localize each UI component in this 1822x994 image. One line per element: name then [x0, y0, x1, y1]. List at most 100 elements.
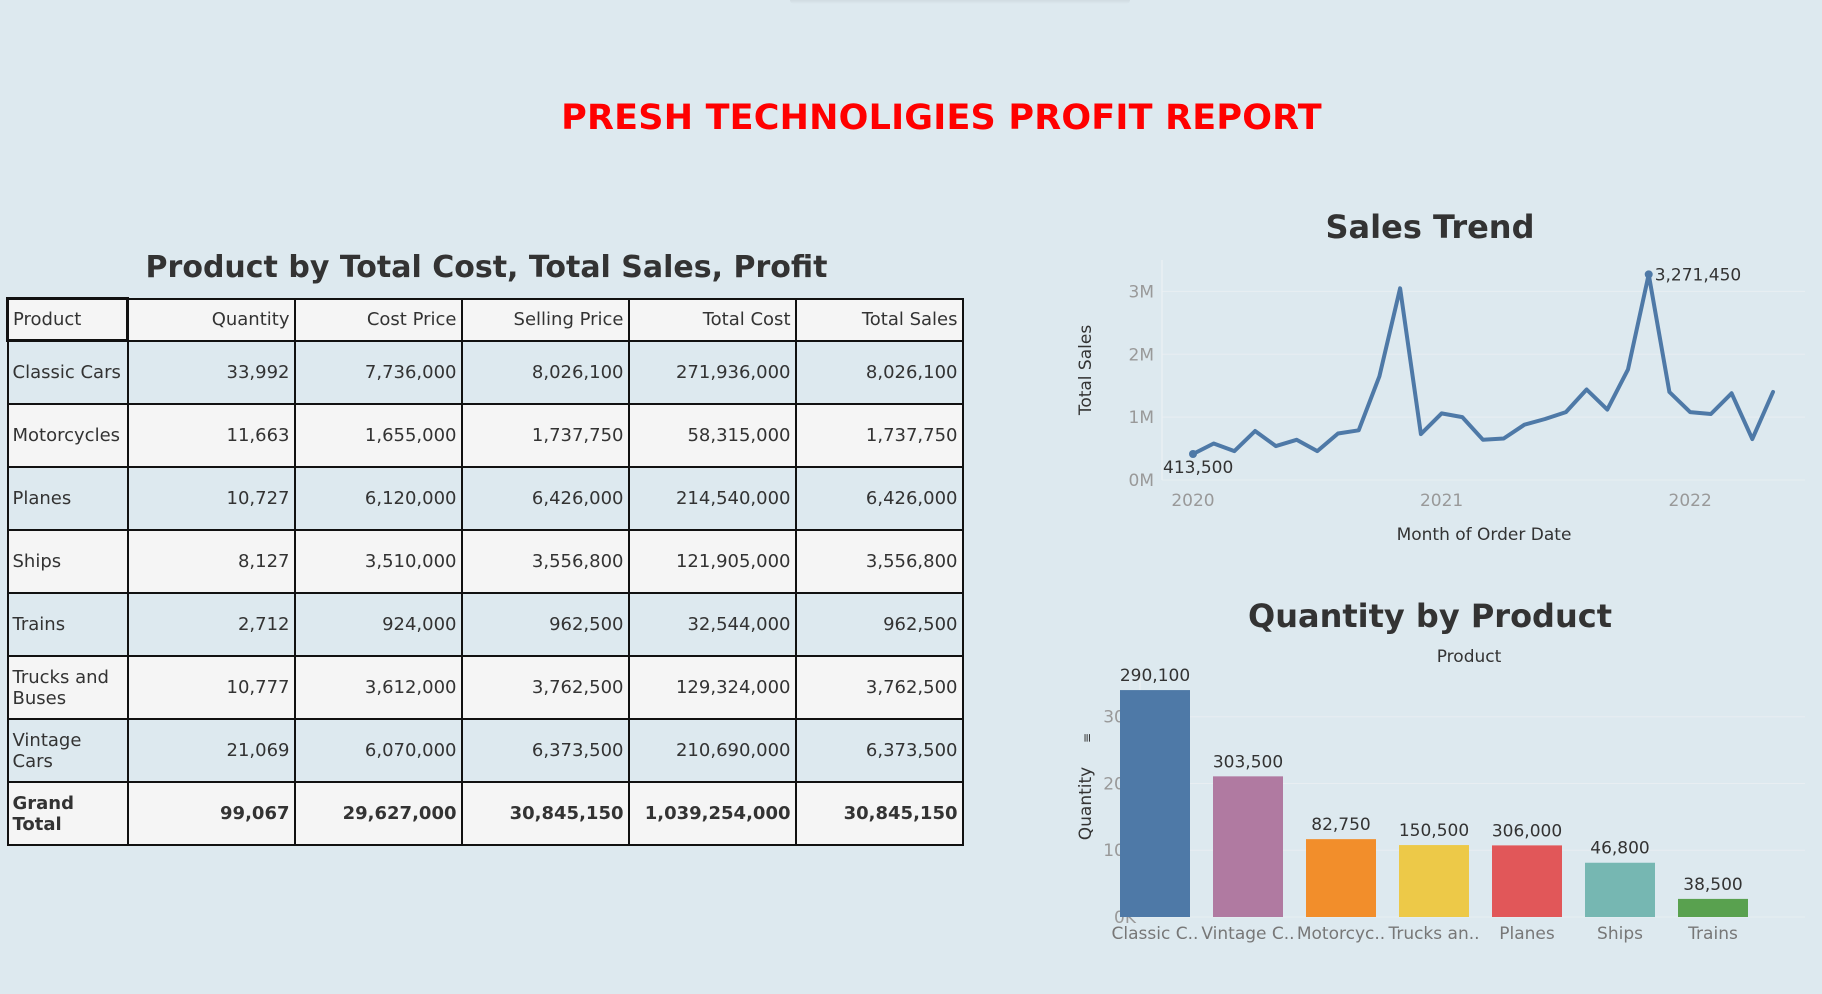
bar-5[interactable] — [1492, 845, 1562, 917]
cell-cost-price: 29,627,000 — [293, 781, 463, 846]
cell-total-cost: 32,544,000 — [627, 592, 797, 657]
table-row[interactable]: Planes 10,727 6,120,000 6,426,000 214,54… — [6, 466, 964, 531]
cell-selling-price: 6,373,500 — [460, 718, 630, 783]
table-header-row: Product Quantity Cost Price Selling Pric… — [6, 297, 964, 342]
top-edge-shadow — [790, 0, 1130, 4]
y-tick-label: 0M — [1129, 471, 1154, 491]
y-tick-label: 1M — [1129, 408, 1154, 428]
quantity-by-product-chart[interactable]: Product0K10K20K30KQuantity≡290,100Classi… — [1060, 640, 1820, 960]
bar-1[interactable] — [1120, 690, 1190, 917]
cell-total-cost: 121,905,000 — [627, 529, 797, 594]
cell-total-cost: 214,540,000 — [627, 466, 797, 531]
col-header-total-cost[interactable]: Total Cost — [627, 297, 797, 342]
sales-trend-line[interactable] — [1191, 272, 1775, 456]
cell-selling-price: 30,845,150 — [460, 781, 630, 846]
x-tick-label: 2020 — [1171, 491, 1214, 511]
cell-total-sales: 6,373,500 — [794, 718, 964, 783]
col-header-quantity[interactable]: Quantity — [126, 297, 296, 342]
data-label: 3,271,450 — [1655, 265, 1742, 285]
x-tick-label: Trains — [1687, 924, 1738, 944]
table-row[interactable]: Trains 2,712 924,000 962,500 32,544,000 … — [6, 592, 964, 657]
cell-quantity: 99,067 — [126, 781, 296, 846]
cell-product: Vintage Cars — [6, 718, 129, 783]
cell-quantity: 33,992 — [126, 339, 296, 405]
cell-product: Motorcycles — [6, 403, 129, 468]
x-tick-label: 2021 — [1420, 491, 1463, 511]
quantity-by-product-title: Quantity by Product — [1248, 597, 1612, 635]
cell-quantity: 10,777 — [126, 655, 296, 720]
cell-quantity: 21,069 — [126, 718, 296, 783]
sales-trend-title: Sales Trend — [1325, 208, 1535, 246]
grand-total-row[interactable]: Grand Total 99,067 29,627,000 30,845,150… — [6, 781, 964, 846]
cell-quantity: 8,127 — [126, 529, 296, 594]
bar-6[interactable] — [1585, 862, 1655, 917]
cell-cost-price: 3,510,000 — [293, 529, 463, 594]
table-row[interactable]: Trucks and Buses 10,777 3,612,000 3,762,… — [6, 655, 964, 720]
cell-total-sales: 30,845,150 — [794, 781, 964, 846]
cell-total-cost: 271,936,000 — [627, 339, 797, 405]
y-tick-label: 2M — [1129, 345, 1154, 365]
x-tick-label: Planes — [1499, 924, 1555, 944]
x-tick-label: Ships — [1597, 924, 1643, 944]
y-tick-label: 3M — [1129, 282, 1154, 302]
y-axis-title: Total Sales — [1076, 325, 1096, 416]
bar-data-label: 290,100 — [1120, 666, 1190, 686]
bar-data-label: 303,500 — [1213, 752, 1283, 772]
bar-2[interactable] — [1213, 776, 1283, 917]
cell-total-sales: 3,762,500 — [794, 655, 964, 720]
cell-product: Trucks and Buses — [6, 655, 129, 720]
product-table: Product Quantity Cost Price Selling Pric… — [6, 297, 964, 846]
cell-product: Ships — [6, 529, 129, 594]
x-tick-label: Motorcyc.. — [1297, 924, 1385, 944]
cell-cost-price: 924,000 — [293, 592, 463, 657]
cell-quantity: 11,663 — [126, 403, 296, 468]
cell-total-sales: 1,737,750 — [794, 403, 964, 468]
x-tick-label: Classic C.. — [1112, 924, 1199, 944]
cell-selling-price: 8,026,100 — [460, 339, 630, 405]
cell-total-cost: 129,324,000 — [627, 655, 797, 720]
table-row[interactable]: Classic Cars 33,992 7,736,000 8,026,100 … — [6, 339, 964, 405]
data-point-marker[interactable] — [1189, 450, 1197, 459]
table-row[interactable]: Ships 8,127 3,510,000 3,556,800 121,905,… — [6, 529, 964, 594]
cell-total-cost: 1,039,254,000 — [627, 781, 797, 846]
table-row[interactable]: Motorcycles 11,663 1,655,000 1,737,750 5… — [6, 403, 964, 468]
bar-3[interactable] — [1306, 839, 1376, 917]
cell-cost-price: 6,120,000 — [293, 466, 463, 531]
table-title: Product by Total Cost, Total Sales, Prof… — [145, 250, 828, 285]
cell-total-sales: 3,556,800 — [794, 529, 964, 594]
cell-cost-price: 7,736,000 — [293, 339, 463, 405]
bar-data-label: 38,500 — [1683, 875, 1742, 895]
x-tick-label: 2022 — [1669, 491, 1712, 511]
x-tick-label: Vintage C.. — [1201, 924, 1294, 944]
cell-cost-price: 6,070,000 — [293, 718, 463, 783]
cell-quantity: 10,727 — [126, 466, 296, 531]
cell-product: Grand Total — [6, 781, 129, 846]
y-axis-title: Quantity — [1076, 767, 1096, 840]
bar-data-label: 150,500 — [1399, 821, 1469, 841]
bar-data-label: 306,000 — [1492, 821, 1562, 841]
table-row[interactable]: Vintage Cars 21,069 6,070,000 6,373,500 … — [6, 718, 964, 783]
cell-total-cost: 210,690,000 — [627, 718, 797, 783]
cell-product: Classic Cars — [6, 339, 129, 405]
col-header-cost-price[interactable]: Cost Price — [293, 297, 463, 342]
report-title: PRESH TECHNOLIGIES PROFIT REPORT — [561, 98, 1322, 138]
col-header-selling-price[interactable]: Selling Price — [460, 297, 630, 342]
sort-icon[interactable]: ≡ — [1080, 733, 1094, 743]
sales-trend-chart[interactable]: 0M 1M 2M 3M 2020 2021 2022 Month of Order Date T… — [1060, 250, 1820, 550]
cell-product: Trains — [6, 592, 129, 657]
bar-7[interactable] — [1678, 898, 1748, 917]
x-tick-label: Trucks an.. — [1387, 924, 1479, 944]
x-axis-title: Product — [1437, 647, 1502, 667]
cell-total-cost: 58,315,000 — [627, 403, 797, 468]
col-header-product[interactable]: Product — [6, 297, 129, 342]
cell-cost-price: 3,612,000 — [293, 655, 463, 720]
col-header-total-sales[interactable]: Total Sales — [794, 297, 964, 342]
bar-data-label: 82,750 — [1311, 815, 1370, 835]
bar-4[interactable] — [1399, 845, 1469, 917]
cell-selling-price: 3,556,800 — [460, 529, 630, 594]
cell-selling-price: 3,762,500 — [460, 655, 630, 720]
data-point-marker[interactable] — [1644, 270, 1653, 279]
cell-selling-price: 6,426,000 — [460, 466, 630, 531]
cell-cost-price: 1,655,000 — [293, 403, 463, 468]
cell-product: Planes — [6, 466, 129, 531]
